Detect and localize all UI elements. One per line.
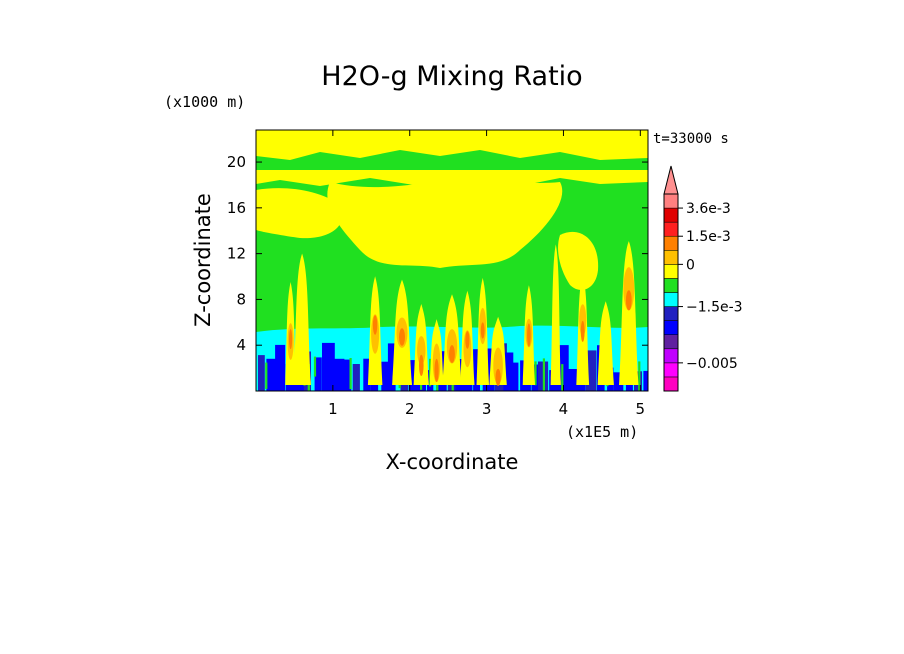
colorbar-level [663,306,679,321]
field-surface-cell [473,349,480,391]
field-surface-cell [381,361,390,391]
field-plume-core-hot [289,329,293,350]
field-plume [619,241,639,385]
field-plume-core-hot [399,328,405,346]
field-plume [550,244,561,385]
field-surface-streak [429,358,432,387]
field-plume-core-hot [465,331,470,349]
time-label: t=33000 s [653,131,729,147]
colorbar-level [663,320,679,335]
colorbar-level [663,235,679,251]
y-axis-label: Z-coordinate [191,193,215,327]
field-surface-cell [509,362,519,391]
x-tick-label: 1 [328,400,338,418]
field-surface-cell [363,358,371,391]
field-surface-streak [313,356,317,377]
x-axis-label: X-coordinate [386,450,519,474]
field-surface-cell [322,342,335,391]
colorbar-level [663,376,679,392]
colorbar-level [663,193,679,209]
field-upper-band-2 [256,170,648,186]
field-surface-streak [561,364,564,391]
field-plume-core-hot [580,320,585,342]
field-plume [293,253,311,385]
field-plume-core-hot [527,323,531,347]
field-plume-core-hot [419,354,424,376]
field-central-moist-region [327,179,563,268]
y-tick-label: 4 [236,336,246,354]
colorbar-tick-label: −1.5e-3 [686,300,743,316]
colorbar-level [663,292,679,307]
field-surface-cell [613,372,624,391]
x-tick-label: 3 [482,400,492,418]
colorbar: 3.6e-3 1.5e-3 0 −1.5e-3 −0.005 [663,165,743,392]
field-surface-cell [643,370,648,391]
field-surface-cell [568,369,580,391]
field-surface-streak [349,358,352,390]
field-plume-core-hot [495,368,501,386]
field-surface-cell [266,358,276,391]
colorbar-level [663,278,679,293]
y-axis: 4 8 12 16 20 [227,153,648,354]
field-surface-streak [638,361,641,391]
field-surface-cell [258,355,265,391]
y-tick-label: 12 [227,245,246,263]
field-surface-streak [534,361,537,386]
field-surface-cell [275,344,286,391]
field-plume-core-hot [480,322,485,339]
field-plume [597,301,614,385]
colorbar-level [663,348,679,364]
field-plume-core-hot [449,345,455,363]
colorbar-tick-label: 3.6e-3 [686,201,731,217]
field-surface-cell [331,358,345,391]
colorbar-tick-label: −0.005 [686,356,738,372]
field-surface-cell [558,345,569,391]
colorbar-tick-label: 0 [686,257,695,273]
colorbar-level [663,334,679,350]
colorbar-level [663,250,679,265]
colorbar-level [663,207,679,223]
x-axis: 1 2 3 4 5 [328,130,645,418]
chart-title: H2O-g Mixing Ratio [321,61,582,92]
colorbar-level [663,264,679,279]
field-plume-core-hot [434,358,439,383]
field-surface-streak [542,358,545,391]
colorbar-frame [663,193,679,392]
colorbar-level [663,221,679,237]
field-surface-cell [585,350,597,391]
field-surface-cell [387,343,396,391]
field-plume-core-hot [372,315,378,335]
x-unit-label: (x1E5 m) [566,423,638,441]
colorbar-extend-arrow [663,165,679,195]
x-tick-label: 4 [559,400,569,418]
field-left-moist-region [256,188,343,239]
x-tick-label: 5 [636,400,646,418]
field-surface-cell [352,364,360,391]
y-tick-label: 8 [236,290,246,308]
x-tick-label: 2 [405,400,415,418]
colorbar-level [663,362,679,378]
field-right-moist-region [558,231,599,290]
field-surface-streak [265,362,268,389]
y-tick-label: 20 [227,153,246,171]
field-layer [256,130,648,391]
plot-frame [255,129,649,392]
field-upper-band [256,130,648,160]
field-plume-core-hot [625,290,632,311]
field-plume-core [417,336,426,365]
y-unit-label: (x1000 m) [164,93,245,111]
field-surface-cell [503,352,514,391]
plot-area [256,130,648,391]
field-surface-cell [314,357,322,391]
colorbar-tick-label: 1.5e-3 [686,229,731,245]
field-surface-cell [341,359,352,391]
y-tick-label: 16 [227,199,246,217]
